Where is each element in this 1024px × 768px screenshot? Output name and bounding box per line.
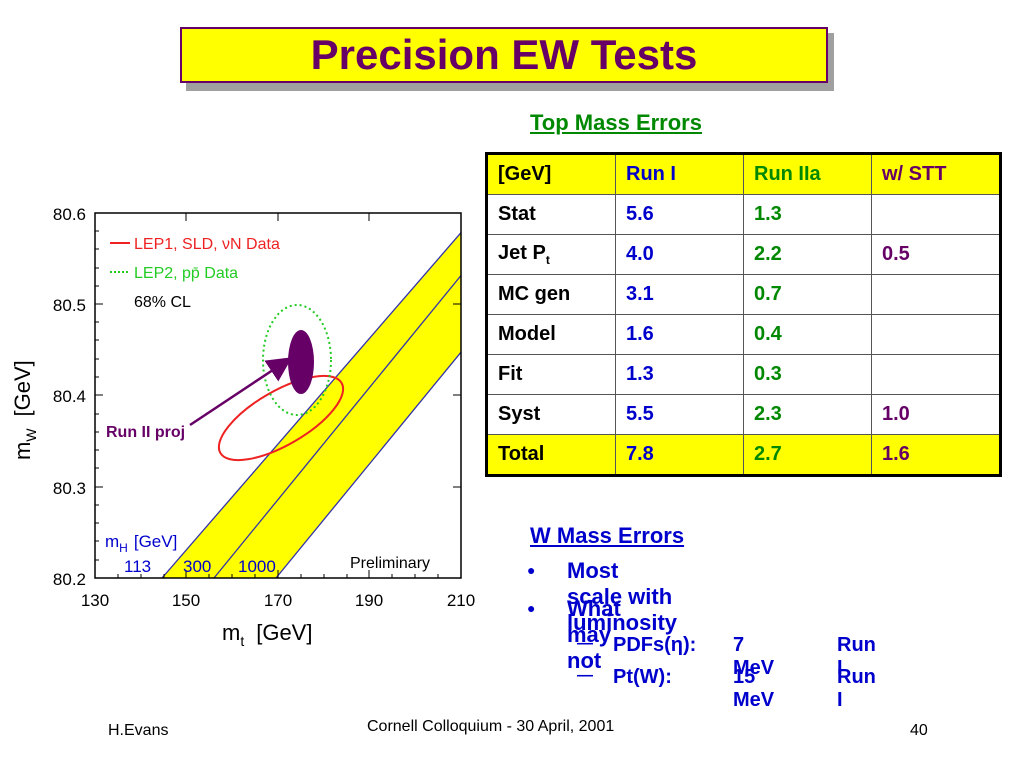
- cell-run2a: 2.2: [743, 234, 872, 275]
- higgs-band-right: [214, 275, 461, 578]
- col-header-stt: w/ STT: [871, 153, 1001, 195]
- row-label: Total: [486, 434, 616, 476]
- table-total-row: Total 7.8 2.7 1.6: [486, 434, 1001, 476]
- dash-icon: —: [577, 667, 593, 684]
- y-tick-label: 80.2: [53, 570, 86, 589]
- higgs-line-113: [161, 231, 461, 578]
- top-mass-heading: Top Mass Errors: [530, 110, 702, 135]
- table-row: Jet Pt 4.0 2.2 0.5: [486, 234, 1001, 275]
- row-label: Stat: [486, 194, 616, 235]
- cell-run2a: 2.3: [743, 394, 872, 435]
- cell-stt: 1.6: [871, 434, 1001, 476]
- x-tick-label: 190: [355, 591, 383, 610]
- cell-run2a: 2.7: [743, 434, 872, 476]
- higgs-mass-1000: 1000: [238, 557, 276, 576]
- contour-lep2: [262, 304, 332, 416]
- row-label-text: Jet P: [498, 242, 546, 264]
- preliminary-label: Preliminary: [350, 555, 430, 572]
- higgs-line-300: [213, 274, 461, 578]
- cell-run1: 3.1: [615, 274, 744, 315]
- x-axis-sub: t: [240, 633, 244, 649]
- x-tick-label: 150: [172, 591, 200, 610]
- x-tick-label: 170: [264, 591, 292, 610]
- y-axis-sub: W: [23, 428, 39, 442]
- higgs-symbol: m: [105, 532, 119, 551]
- cell-run1: 1.6: [615, 314, 744, 355]
- bullet-dot-icon: ●: [527, 600, 536, 616]
- x-ticks: [117, 213, 439, 578]
- cell-run1: 5.6: [615, 194, 744, 235]
- bullet-dot-icon: ●: [527, 562, 536, 578]
- row-label: Jet Pt: [486, 234, 616, 275]
- x-tick-label: 130: [81, 591, 109, 610]
- cell-stt: [871, 274, 1001, 315]
- slide-title: Precision EW Tests: [180, 27, 828, 83]
- higgs-unit: [GeV]: [134, 532, 177, 551]
- col-header-run2a: Run IIa: [743, 153, 872, 195]
- page-number: 40: [910, 722, 928, 739]
- bullet-text: Most scale with luminosity: [567, 558, 678, 635]
- row-label: Syst: [486, 394, 616, 435]
- contour-lep1: [217, 374, 345, 462]
- table-row: Fit 1.3 0.3: [486, 354, 1001, 395]
- w-mass-heading: W Mass Errors: [530, 523, 685, 548]
- row-label: Model: [486, 314, 616, 355]
- y-ticks: [95, 212, 461, 561]
- bullet-text: What may not: [567, 596, 621, 673]
- higgs-sub: H: [119, 541, 128, 555]
- y-tick-label: 80.3: [53, 479, 86, 498]
- higgs-label: mH [GeV]: [105, 532, 177, 555]
- cell-stt: 1.0: [871, 394, 1001, 435]
- table-header-row: [GeV] Run I Run IIa w/ STT: [486, 153, 1001, 195]
- col-header-unit: [GeV]: [486, 153, 616, 195]
- contour-run2-proj: [288, 330, 314, 394]
- y-axis-label: mW [GeV]: [10, 360, 39, 460]
- subitem-name: PDFs(η):: [613, 634, 697, 656]
- run2-proj-label: Run II proj: [106, 424, 185, 441]
- top-mass-table: [GeV] Run I Run IIa w/ STT Stat 5.6 1.3 …: [485, 152, 1002, 477]
- footer-center: Cornell Colloquium - 30 April, 2001: [367, 718, 615, 735]
- y-axis-symbol: m: [10, 442, 35, 460]
- run2-arrow: [189, 357, 293, 427]
- higgs-mass-113: 113: [124, 557, 151, 576]
- cell-run1: 4.0: [615, 234, 744, 275]
- cell-run1: 7.8: [615, 434, 744, 476]
- y-tick-label: 80.4: [53, 387, 86, 406]
- cell-stt: [871, 194, 1001, 235]
- cell-run2a: 1.3: [743, 194, 872, 235]
- y-tick-label: 80.5: [53, 296, 86, 315]
- table-row: Stat 5.6 1.3: [486, 194, 1001, 235]
- subitem-value: 15 MeV: [733, 666, 775, 711]
- subitem-name: Pt(W):: [613, 666, 672, 688]
- x-axis-unit: [GeV]: [256, 620, 312, 645]
- legend-label-lep2: LEP2, pp̄ Data: [134, 265, 238, 282]
- x-axis-symbol: m: [222, 620, 240, 645]
- table-row: Syst 5.5 2.3 1.0: [486, 394, 1001, 435]
- cell-run2a: 0.7: [743, 274, 872, 315]
- x-axis-label: mt [GeV]: [222, 620, 312, 649]
- footer-author: H.Evans: [108, 722, 169, 739]
- subitem-value: 7 MeV: [733, 634, 775, 679]
- higgs-line-1000: [275, 351, 461, 578]
- table-row: MC gen 3.1 0.7: [486, 274, 1001, 315]
- legend-label-lep1: LEP1, SLD, νN Data: [134, 236, 280, 253]
- dash-icon: —: [577, 635, 593, 652]
- row-label-sub: t: [545, 253, 550, 267]
- y-axis-unit: [GeV]: [10, 360, 35, 416]
- subitem-run: Run I: [837, 666, 876, 711]
- legend-note-cl: 68% CL: [134, 294, 191, 311]
- subitem-run: Run I: [837, 634, 876, 679]
- row-label: Fit: [486, 354, 616, 395]
- y-tick-label: 80.6: [53, 205, 86, 224]
- x-tick-label: 210: [447, 591, 475, 610]
- col-header-run1: Run I: [615, 153, 744, 195]
- higgs-mass-300: 300: [183, 557, 211, 576]
